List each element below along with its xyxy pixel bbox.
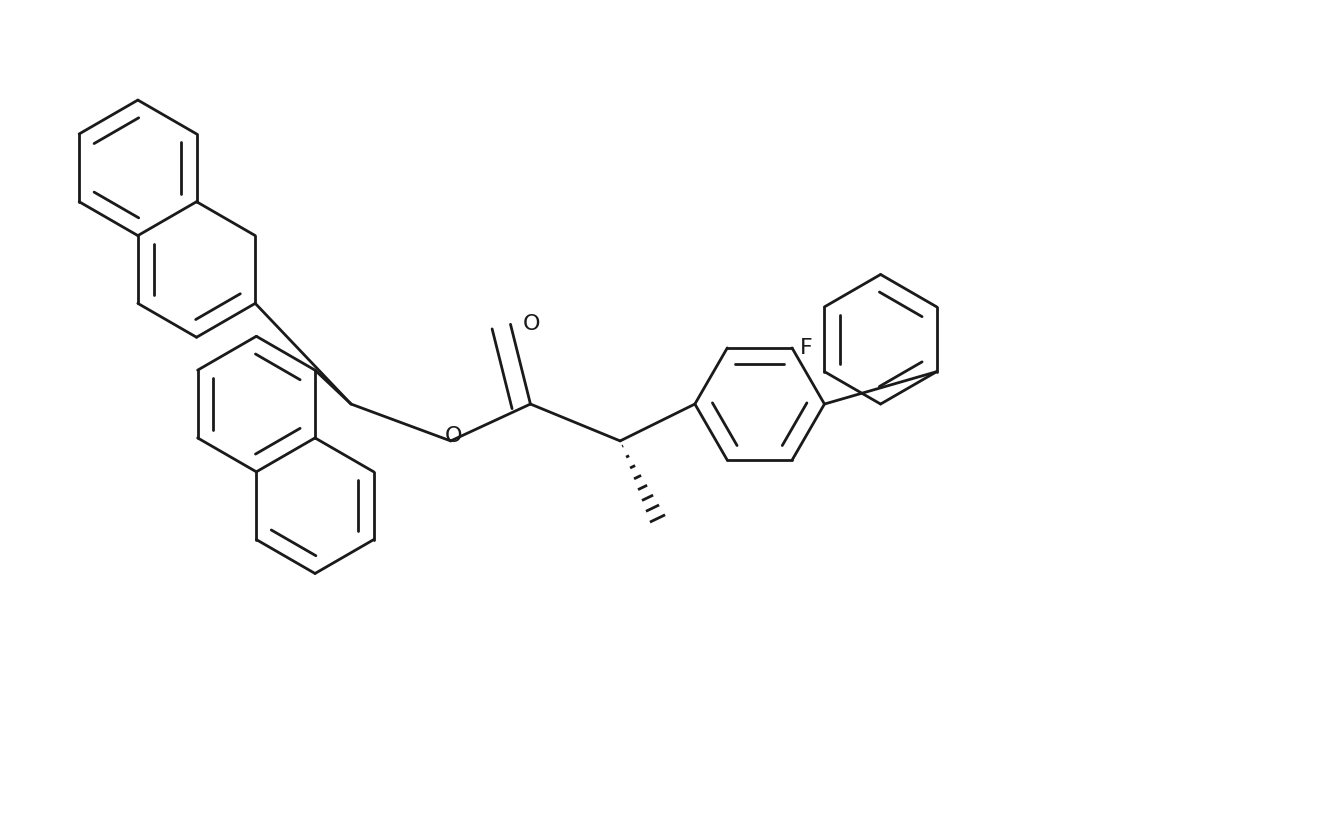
Text: F: F <box>800 338 813 358</box>
Text: O: O <box>523 314 540 334</box>
Text: O: O <box>445 426 462 446</box>
